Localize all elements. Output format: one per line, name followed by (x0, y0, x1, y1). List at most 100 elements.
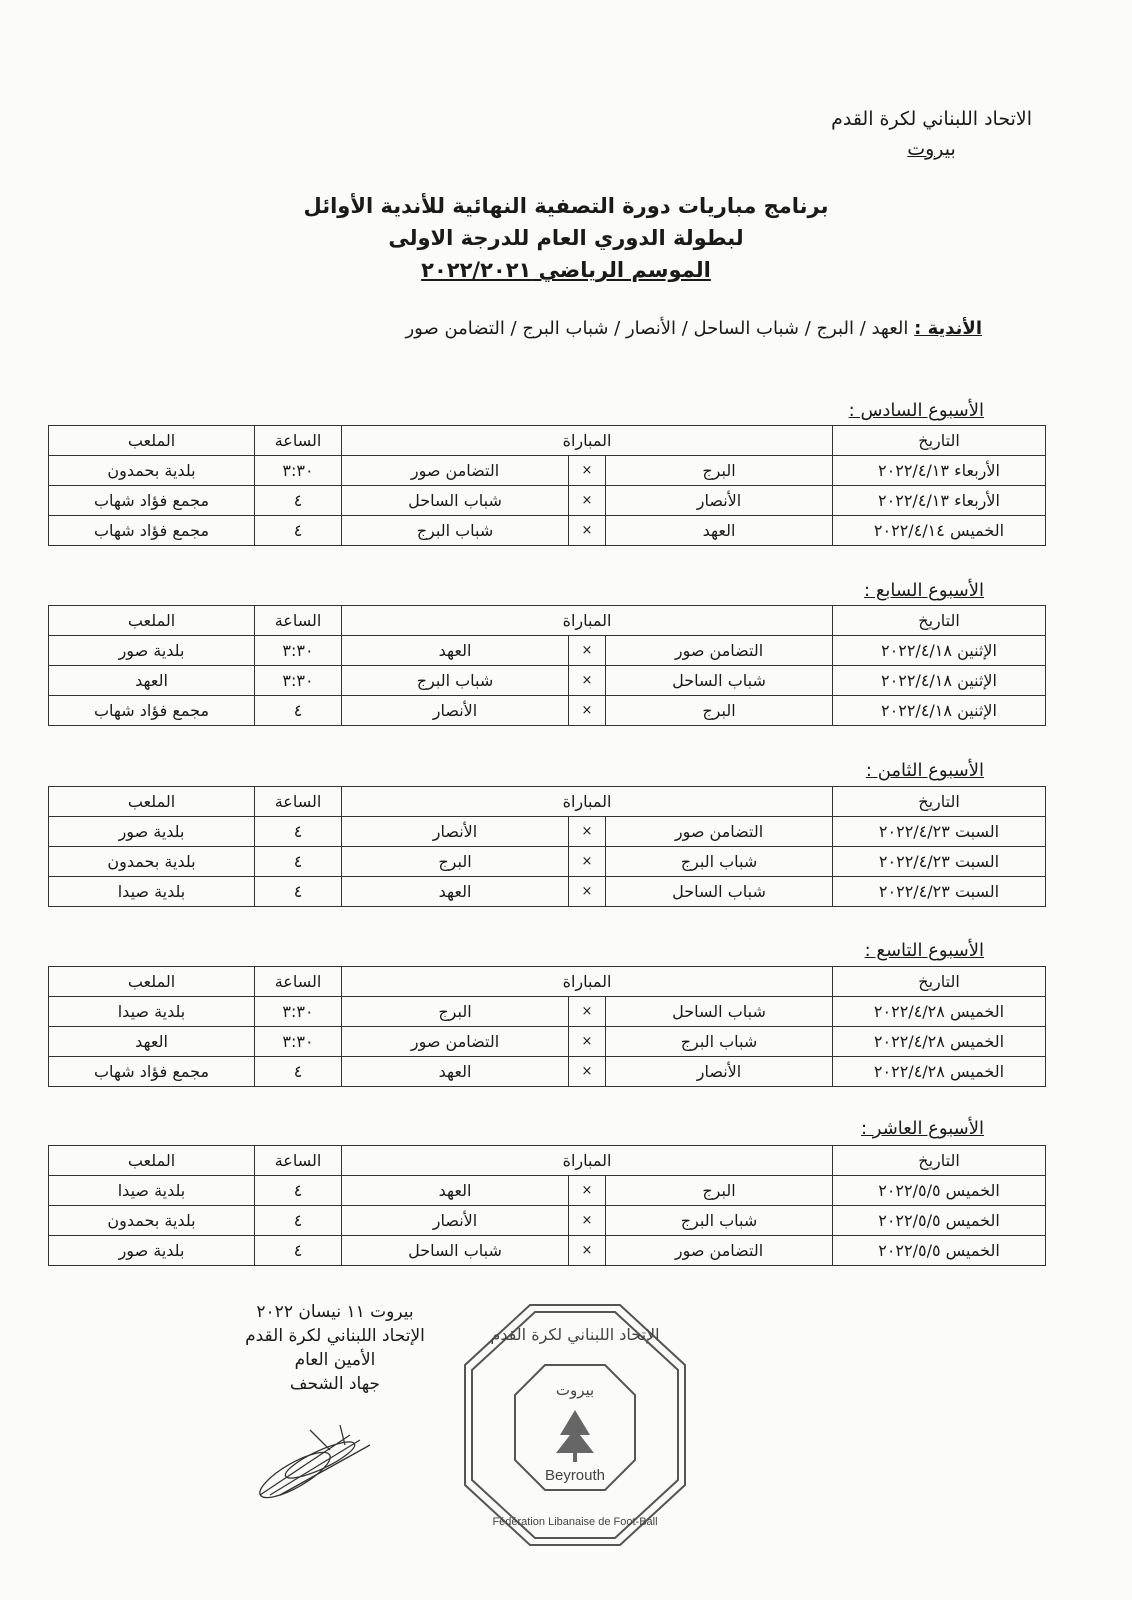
header-match: المباراة (341, 425, 833, 456)
versus-mark: × (568, 1235, 606, 1266)
table-row: الخميس ٢٠٢٢/٥/٥ التضامن صور × شباب الساحل ٤ ب… (48, 1235, 1046, 1266)
stamp-latin-city: Beyrouth (545, 1467, 605, 1484)
city-name: بيروت (907, 138, 956, 160)
header-time: الساعة (254, 425, 342, 456)
document-title: برنامج مباريات دورة التصفية النهائية للأ… (0, 190, 1132, 286)
clubs-label: الأندية : (914, 318, 982, 339)
match-date: الإثنين ٢٠٢٢/٤/١٨ (832, 635, 1046, 666)
away-team: العهد (341, 876, 569, 907)
versus-mark: × (568, 1175, 606, 1206)
week-title: الأسبوع السابع : (864, 580, 984, 601)
kickoff-time: ٤ (254, 695, 342, 726)
versus-mark: × (568, 455, 606, 486)
signature-block: بيروت ١١ نيسان ٢٠٢٢ الإتحاد اللبناني لكر… (200, 1300, 470, 1396)
stamp-arabic-ring: الإتحاد اللبناني لكرة القدم (490, 1325, 659, 1345)
table-row: الأربعاء ٢٠٢٢/٤/١٣ البرج × التضامن صور ٣:٣٠ ب… (48, 455, 1046, 486)
versus-mark: × (568, 515, 606, 546)
match-date: الخميس ٢٠٢٢/٤/١٤ (832, 515, 1046, 546)
table-row: الإثنين ٢٠٢٢/٤/١٨ شباب الساحل × شباب البرج ٣… (48, 665, 1046, 696)
table-row: الأربعاء ٢٠٢٢/٤/١٣ الأنصار × شباب الساحل ٤ مج… (48, 485, 1046, 516)
home-team: البرج (605, 455, 833, 486)
week-title: الأسبوع العاشر : (861, 1118, 984, 1139)
home-team: العهد (605, 515, 833, 546)
home-team: شباب البرج (605, 1026, 833, 1057)
header-venue: الملعب (48, 1145, 255, 1176)
versus-mark: × (568, 635, 606, 666)
header-date: التاريخ (832, 1145, 1046, 1176)
table-row: الخميس ٢٠٢٢/٤/١٤ العهد × شباب البرج ٤ مجمع فؤ… (48, 515, 1046, 546)
header-date: التاريخ (832, 966, 1046, 997)
header-venue: الملعب (48, 966, 255, 997)
official-stamp: بيروت Beyrouth الإتحاد اللبناني لكرة الق… (464, 1304, 686, 1546)
versus-mark: × (568, 485, 606, 516)
venue: مجمع فؤاد شهاب (48, 515, 255, 546)
away-team: العهد (341, 1056, 569, 1087)
kickoff-time: ٤ (254, 515, 342, 546)
versus-mark: × (568, 996, 606, 1027)
away-team: الأنصار (341, 1205, 569, 1236)
signer-name: جهاد الشحف (289, 1374, 381, 1394)
table-row: الإثنين ٢٠٢٢/٤/١٨ البرج × الأنصار ٤ مجمع فؤاد… (48, 695, 1046, 726)
away-team: البرج (341, 996, 569, 1027)
home-team: شباب الساحل (605, 996, 833, 1027)
place-date: بيروت ١١ نيسان ٢٠٢٢ (256, 1302, 414, 1322)
header-match: المباراة (341, 605, 833, 636)
week-schedule-table: التاريخ المباراة الساعة الملعب الخميس ٢٠٢٢/٤… (48, 966, 1046, 1087)
table-row: السبت ٢٠٢٢/٤/٢٣ شباب البرج × البرج ٤ بلدية بح… (48, 846, 1046, 877)
header-time: الساعة (254, 966, 342, 997)
clubs-line: الأندية : العهد / البرج / شباب الساحل / … (405, 318, 982, 339)
title-line-2: لبطولة الدوري العام للدرجة الاولى (388, 226, 744, 250)
match-date: الخميس ٢٠٢٢/٥/٥ (832, 1175, 1046, 1206)
table-header-row: التاريخ المباراة الساعة الملعب (48, 786, 1046, 817)
header-time: الساعة (254, 786, 342, 817)
table-row: السبت ٢٠٢٢/٤/٢٣ التضامن صور × الأنصار ٤ بلدية… (48, 816, 1046, 847)
table-header-row: التاريخ المباراة الساعة الملعب (48, 1145, 1046, 1176)
table-header-row: التاريخ المباراة الساعة الملعب (48, 966, 1046, 997)
match-date: الخميس ٢٠٢٢/٤/٢٨ (832, 1056, 1046, 1087)
home-team: الأنصار (605, 485, 833, 516)
venue: بلدية بحمدون (48, 846, 255, 877)
home-team: التضامن صور (605, 635, 833, 666)
header-time: الساعة (254, 605, 342, 636)
versus-mark: × (568, 1026, 606, 1057)
week-title: الأسبوع الثامن : (865, 760, 984, 781)
venue: بلدية صيدا (48, 876, 255, 907)
match-date: السبت ٢٠٢٢/٤/٢٣ (832, 846, 1046, 877)
home-team: شباب البرج (605, 1205, 833, 1236)
kickoff-time: ٤ (254, 876, 342, 907)
venue: مجمع فؤاد شهاب (48, 695, 255, 726)
venue: بلدية بحمدون (48, 1205, 255, 1236)
organization-name: الاتحاد اللبناني لكرة القدم (831, 108, 1032, 130)
venue: بلدية صور (48, 816, 255, 847)
venue: مجمع فؤاد شهاب (48, 1056, 255, 1087)
venue: العهد (48, 1026, 255, 1057)
kickoff-time: ٣:٣٠ (254, 635, 342, 666)
home-team: البرج (605, 695, 833, 726)
match-date: الخميس ٢٠٢٢/٤/٢٨ (832, 996, 1046, 1027)
away-team: العهد (341, 1175, 569, 1206)
stamp-arabic-city: بيروت (556, 1381, 594, 1399)
match-date: السبت ٢٠٢٢/٤/٢٣ (832, 876, 1046, 907)
week-schedule-table: التاريخ المباراة الساعة الملعب الأربعاء ٢٠٢٢… (48, 425, 1046, 546)
venue: بلدية صيدا (48, 1175, 255, 1206)
away-team: التضامن صور (341, 455, 569, 486)
away-team: الأنصار (341, 816, 569, 847)
table-row: السبت ٢٠٢٢/٤/٢٣ شباب الساحل × العهد ٤ بلدية ص… (48, 876, 1046, 907)
match-date: الخميس ٢٠٢٢/٤/٢٨ (832, 1026, 1046, 1057)
signer-position: الأمين العام (294, 1350, 376, 1370)
header-venue: الملعب (48, 425, 255, 456)
week-schedule-table: التاريخ المباراة الساعة الملعب الإثنين ٢٠٢٢/… (48, 605, 1046, 726)
kickoff-time: ٤ (254, 1056, 342, 1087)
versus-mark: × (568, 695, 606, 726)
header-venue: الملعب (48, 786, 255, 817)
home-team: البرج (605, 1175, 833, 1206)
versus-mark: × (568, 816, 606, 847)
venue: بلدية صور (48, 1235, 255, 1266)
away-team: العهد (341, 635, 569, 666)
match-date: الأربعاء ٢٠٢٢/٤/١٣ (832, 455, 1046, 486)
away-team: التضامن صور (341, 1026, 569, 1057)
week-title: الأسبوع التاسع : (864, 940, 984, 961)
clubs-list: العهد / البرج / شباب الساحل / الأنصار / … (405, 318, 909, 339)
stamp-latin-ring: Fédération Libanaise de Foot-Ball (492, 1516, 657, 1528)
header-time: الساعة (254, 1145, 342, 1176)
